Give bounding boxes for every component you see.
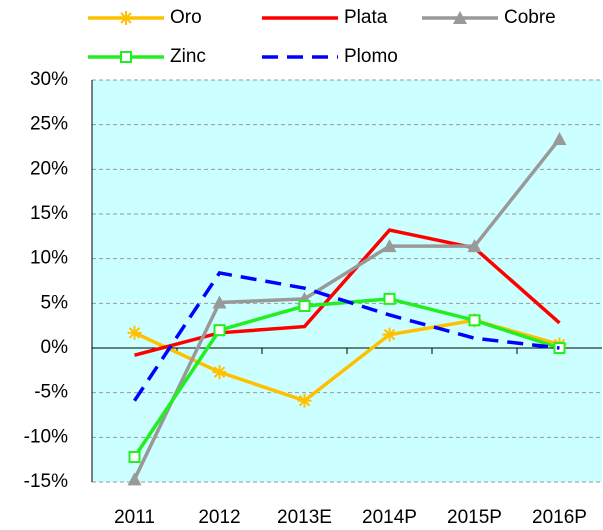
series-line	[133, 271, 560, 402]
x-tick-label: 2012	[198, 507, 240, 528]
y-tick-label: 5%	[41, 292, 69, 313]
legend-marker	[120, 51, 132, 63]
data-point	[212, 295, 227, 309]
x-tick-label: 2015P	[447, 507, 502, 528]
x-tick-label: 2016P	[532, 507, 587, 528]
data-point	[467, 239, 482, 253]
x-tick-label: 2014P	[362, 507, 417, 528]
data-point	[382, 327, 397, 342]
y-tick-label: 25%	[30, 114, 68, 135]
x-tick-label: 2011	[114, 507, 155, 528]
data-point	[212, 365, 227, 380]
data-point	[213, 324, 226, 337]
y-tick-label: 10%	[30, 248, 68, 269]
data-point	[127, 472, 142, 486]
data-point	[383, 292, 396, 305]
series-line	[132, 137, 561, 481]
data-point	[297, 393, 312, 408]
legend-label: Oro	[170, 7, 202, 28]
plot-area	[92, 80, 602, 482]
data-point	[552, 131, 567, 145]
legend-label: Zinc	[170, 46, 206, 67]
legend-marker	[453, 11, 467, 24]
data-point	[127, 325, 142, 340]
legend-label: Cobre	[504, 7, 556, 28]
legend-marker	[119, 11, 133, 25]
y-tick-label: 30%	[30, 69, 68, 90]
data-point	[382, 239, 397, 253]
series-line	[134, 228, 561, 357]
legend-label: Plomo	[344, 46, 398, 67]
data-point	[128, 450, 141, 463]
y-tick-label: -5%	[34, 382, 68, 403]
y-tick-label: -10%	[24, 426, 68, 447]
data-point	[298, 300, 311, 313]
legend-label: Plata	[344, 7, 388, 28]
y-tick-label: 15%	[30, 203, 68, 224]
data-point	[468, 314, 481, 327]
x-tick-label: 2013E	[277, 507, 332, 528]
y-tick-label: -15%	[24, 471, 68, 492]
y-tick-label: 20%	[30, 158, 68, 179]
y-tick-label: 0%	[41, 337, 69, 358]
